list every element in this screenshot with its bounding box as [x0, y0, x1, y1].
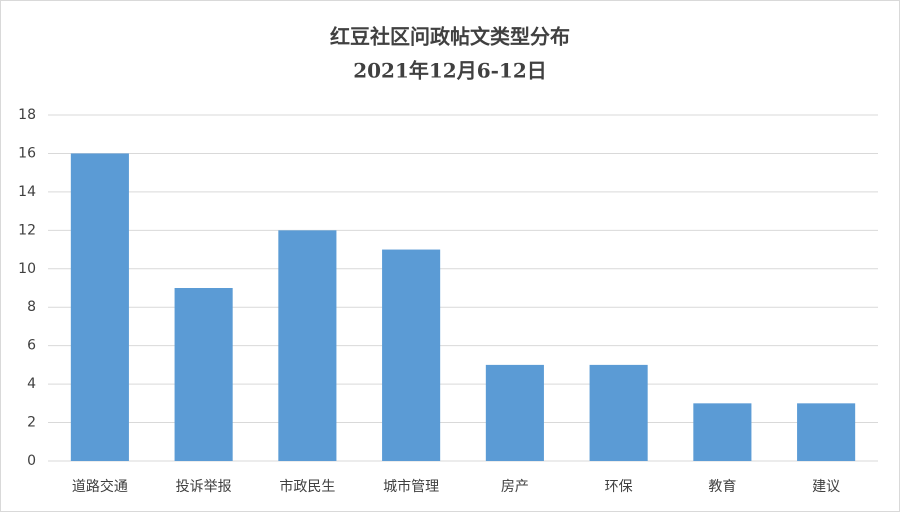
- bar: [174, 288, 233, 461]
- y-tick-label: 4: [27, 376, 36, 392]
- y-tick-label: 18: [18, 107, 36, 123]
- x-tick-label: 环保: [605, 479, 633, 495]
- bar: [485, 364, 544, 461]
- bar: [70, 153, 129, 461]
- chart-subtitle: 2021年12月6-12日: [353, 59, 547, 83]
- x-tick-label: 建议: [812, 479, 840, 495]
- bar: [693, 403, 752, 461]
- x-tick-label: 市政民生: [279, 478, 335, 495]
- bar: [278, 230, 337, 461]
- x-tick-label: 道路交通: [72, 478, 128, 495]
- y-tick-label: 10: [18, 261, 36, 277]
- y-tick-label: 2: [27, 415, 36, 431]
- bar: [797, 403, 856, 461]
- y-tick-label: 14: [18, 184, 36, 200]
- x-tick-label: 房产: [501, 479, 529, 495]
- x-tick-label: 教育: [708, 479, 736, 495]
- y-tick-label: 8: [27, 299, 36, 315]
- bar: [589, 364, 648, 461]
- x-tick-label: 投诉举报: [176, 479, 232, 495]
- y-tick-label: 6: [27, 338, 36, 354]
- chart-title: 红豆社区问政帖文类型分布: [330, 25, 570, 49]
- x-tick-label: 城市管理: [383, 478, 439, 495]
- y-tick-label: 0: [27, 453, 36, 469]
- bar: [382, 249, 441, 461]
- y-tick-label: 12: [18, 222, 36, 238]
- y-tick-label: 16: [18, 145, 36, 161]
